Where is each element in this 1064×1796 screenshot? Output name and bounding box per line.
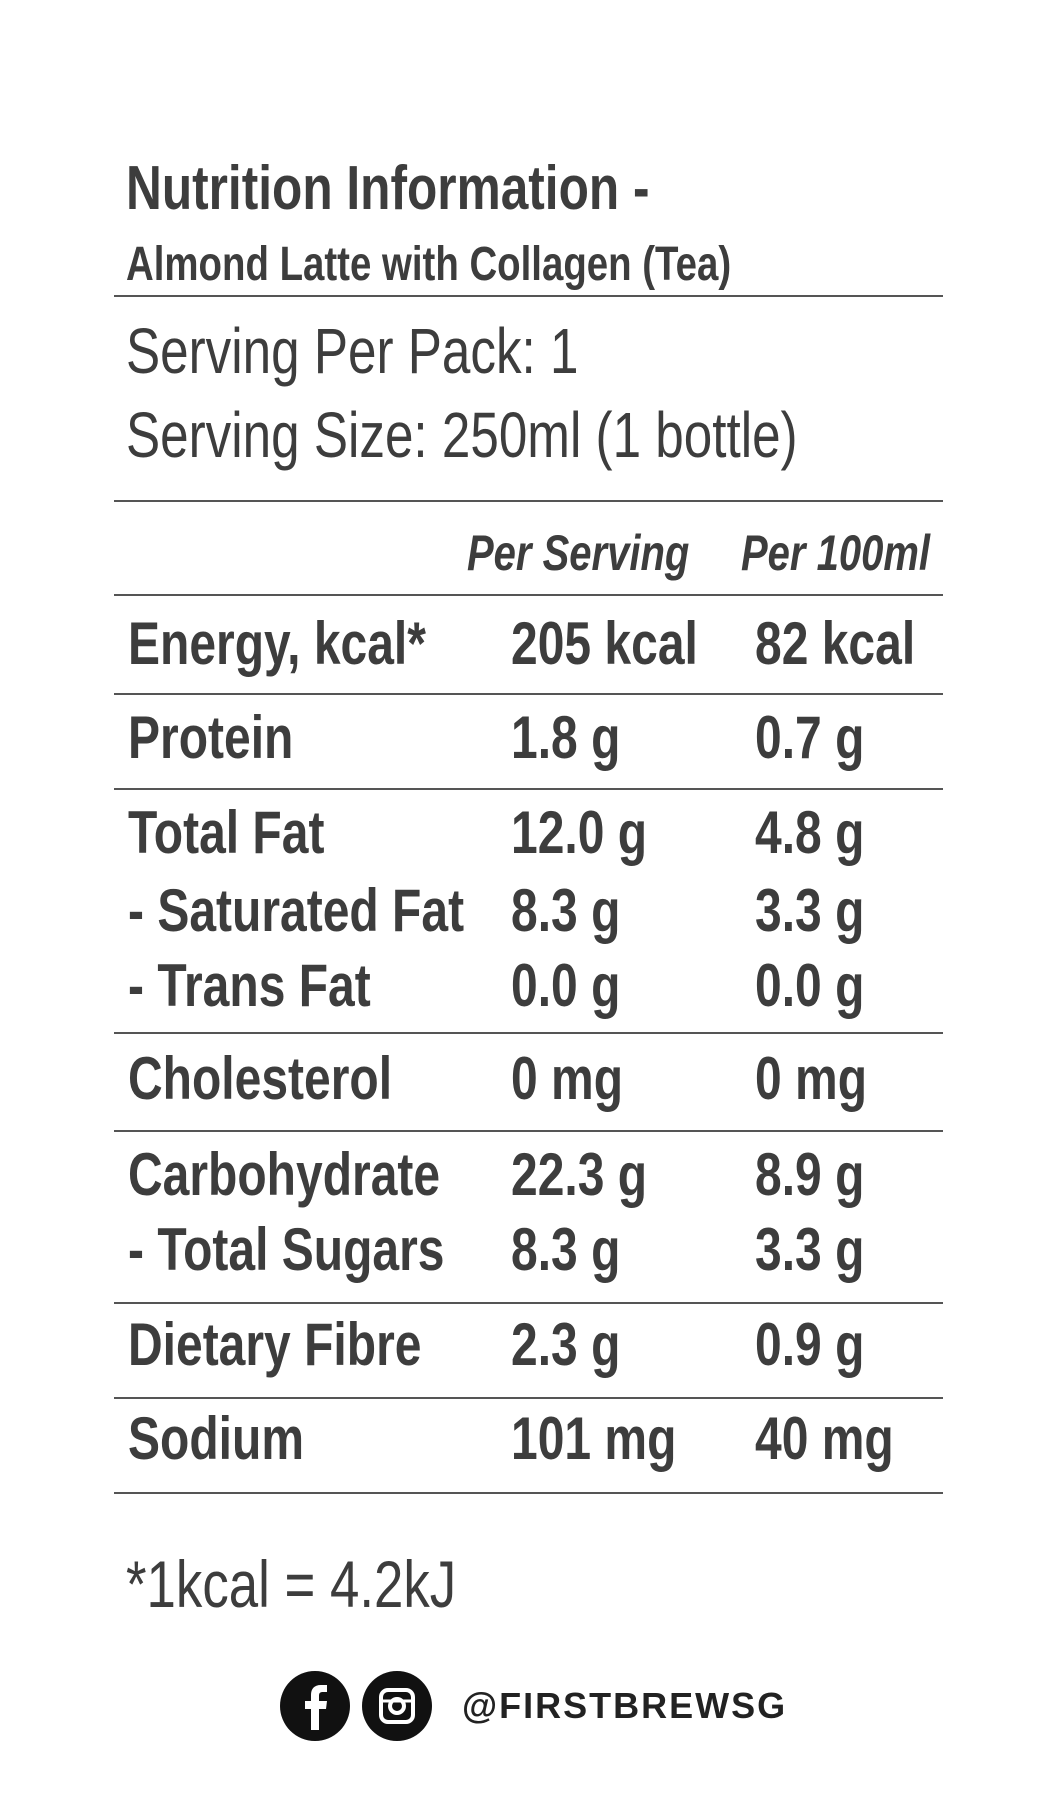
rule — [114, 788, 943, 790]
nutrient-label: Energy, kcal* — [128, 610, 426, 677]
nutrient-value: 0.0 g — [511, 952, 621, 1019]
facebook-glyph — [305, 1685, 327, 1730]
nutrient-label: Protein — [128, 704, 294, 771]
subtitle: Almond Latte with Collagen (Tea) — [126, 238, 732, 291]
nutrient-value: 0 mg — [755, 1045, 868, 1112]
nutrient-value: 0 mg — [511, 1045, 624, 1112]
nutrient-value: 0.7 g — [755, 704, 865, 771]
instagram-glyph — [379, 1688, 415, 1724]
serving-per-pack: Serving Per Pack: 1 — [126, 315, 579, 387]
nutrient-value: 22.3 g — [511, 1141, 648, 1208]
rule — [114, 1397, 943, 1399]
nutrient-value: 12.0 g — [511, 799, 648, 866]
nutrient-value: 0.0 g — [755, 952, 865, 1019]
nutrient-label: Carbohydrate — [128, 1141, 441, 1208]
nutrient-label: Sodium — [128, 1405, 304, 1472]
nutrient-label: Total Fat — [128, 799, 325, 866]
nutrient-value: 1.8 g — [511, 704, 621, 771]
nutrient-value: 8.9 g — [755, 1141, 865, 1208]
nutrient-label: - Trans Fat — [128, 952, 371, 1019]
rule — [114, 295, 943, 297]
nutrient-value: 205 kcal — [511, 610, 698, 677]
nutrient-value: 82 kcal — [755, 610, 916, 677]
rule — [114, 1032, 943, 1034]
social-handle: @FIRSTBREWSG — [462, 1685, 788, 1726]
nutrient-value: 8.3 g — [511, 1216, 621, 1283]
column-header: Per 100ml — [741, 525, 931, 581]
nutrient-value: 8.3 g — [511, 877, 621, 944]
nutrient-value: 3.3 g — [755, 1216, 865, 1283]
nutrient-value: 4.8 g — [755, 799, 865, 866]
nutrient-label: - Total Sugars — [128, 1216, 445, 1283]
nutrient-value: 0.9 g — [755, 1311, 865, 1378]
social-icons — [280, 1671, 432, 1741]
rule — [114, 1492, 943, 1494]
nutrient-value: 3.3 g — [755, 877, 865, 944]
rule — [114, 1302, 943, 1304]
rule — [114, 693, 943, 695]
nutrient-value: 40 mg — [755, 1405, 894, 1472]
rule — [114, 1130, 943, 1132]
footnote: *1kcal = 4.2kJ — [126, 1547, 457, 1621]
nutrient-label: Dietary Fibre — [128, 1311, 422, 1378]
serving-size: Serving Size: 250ml (1 bottle) — [126, 399, 798, 471]
nutrient-label: Cholesterol — [128, 1045, 393, 1112]
instagram-glyph — [388, 1697, 406, 1715]
rule — [114, 500, 943, 502]
title: Nutrition Information - — [126, 154, 650, 223]
instagram-icon — [362, 1671, 432, 1741]
rule — [114, 594, 943, 596]
nutrient-value: 2.3 g — [511, 1311, 621, 1378]
nutrient-value: 101 mg — [511, 1405, 677, 1472]
nutrient-label: - Saturated Fat — [128, 877, 465, 944]
column-header: Per Serving — [467, 525, 690, 581]
